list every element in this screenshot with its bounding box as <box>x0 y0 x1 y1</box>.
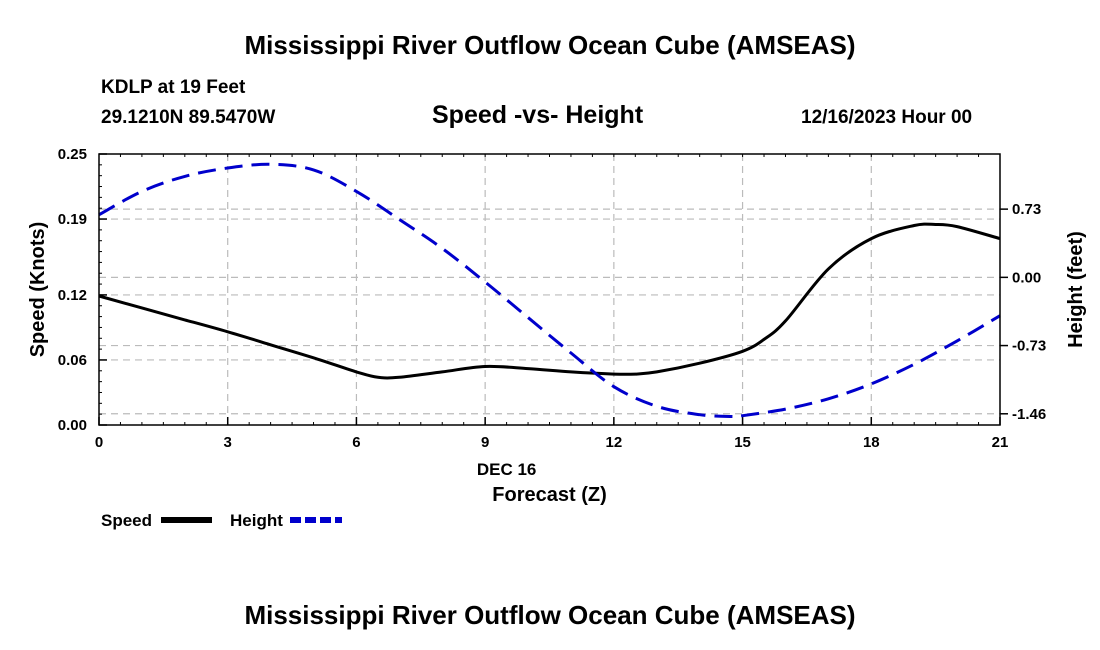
y-right-tick-label: -0.73 <box>1012 338 1046 355</box>
x-tick-label: 18 <box>863 434 880 451</box>
speed-series-line <box>98 222 1001 380</box>
y-left-tick-label: 0.12 <box>58 287 87 304</box>
y-left-tick-label: 0.00 <box>58 417 87 434</box>
y-left-tick-label: 0.06 <box>58 352 87 369</box>
y-right-tick-label: -1.46 <box>1012 406 1046 423</box>
main-title: Mississippi River Outflow Ocean Cube (AM… <box>244 30 856 60</box>
x-tick-label: 21 <box>992 434 1009 451</box>
coordinates: 29.1210N 89.5470W <box>101 107 276 128</box>
y-right-tick-label: 0.00 <box>1012 269 1041 286</box>
y-left-tick-label: 0.19 <box>58 211 87 228</box>
y-axis-right-label: Height (feet) <box>1065 231 1087 348</box>
y-right-tick-label: 0.73 <box>1012 201 1041 218</box>
x-tick-label: 3 <box>224 434 232 451</box>
x-tick-label: 6 <box>352 434 360 451</box>
y-left-tick-label: 0.25 <box>58 146 87 163</box>
station-label: KDLP at 19 Feet <box>101 77 246 98</box>
x-axis-date-label: DEC 16 <box>477 460 537 479</box>
forecast-datetime: 12/16/2023 Hour 00 <box>801 107 973 128</box>
legend-height-label: Height <box>230 511 283 530</box>
y-axis-left-label: Speed (Knots) <box>27 222 49 358</box>
x-tick-label: 9 <box>481 434 489 451</box>
plot-frame <box>98 153 1001 426</box>
x-tick-label: 12 <box>606 434 623 451</box>
x-tick-label: 15 <box>734 434 751 451</box>
x-tick-label: 0 <box>95 434 103 451</box>
height-series-line <box>98 162 1001 419</box>
bottom-title: Mississippi River Outflow Ocean Cube (AM… <box>244 600 856 630</box>
chart-subtitle: Speed -vs- Height <box>432 101 644 129</box>
x-axis-label: Forecast (Z) <box>492 484 606 506</box>
legend-speed-label: Speed <box>101 511 152 530</box>
